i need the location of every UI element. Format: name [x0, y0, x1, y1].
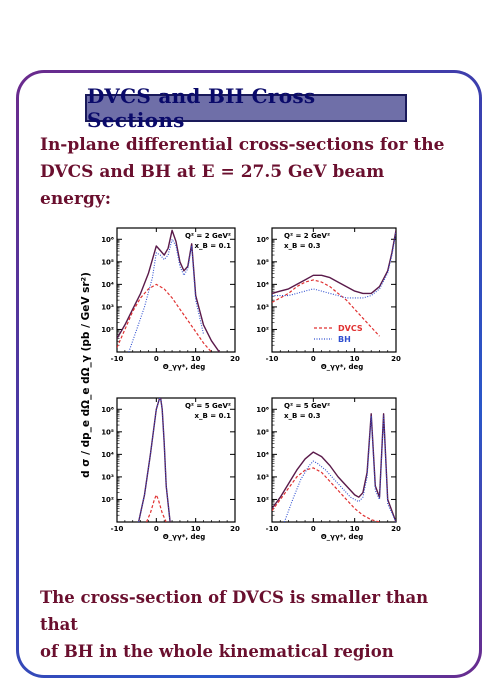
- y-tick-label: 10⁴: [256, 451, 269, 459]
- y-axis-label: d σ / dp_e dΩ_e dΩ_γ (pb / GeV sr²): [80, 272, 92, 478]
- series-line-bh: [272, 232, 396, 299]
- panel-annotation: Q² = 5 GeV²: [284, 402, 330, 410]
- x-tick-label: 10: [191, 355, 201, 363]
- x-tick-label: 10: [191, 525, 201, 533]
- series-line-total: [272, 230, 396, 295]
- y-tick-label: 10⁶: [256, 236, 269, 244]
- series-line-bh: [128, 238, 205, 352]
- y-tick-label: 10⁴: [256, 281, 269, 289]
- x-axis-label: Θ_γγ*, deg: [321, 533, 364, 541]
- y-tick-label: 10⁵: [101, 258, 114, 266]
- y-tick-label: 10³: [256, 473, 269, 481]
- y-tick-label: 10²: [256, 326, 269, 334]
- panel-annotation: Q² = 5 GeV²: [185, 402, 231, 410]
- panel-annotation: Q² = 2 GeV²: [185, 232, 231, 240]
- x-axis-label: Θ_γγ*, deg: [163, 533, 206, 541]
- y-tick-label: 10⁴: [101, 451, 114, 459]
- slide-frame: [19, 73, 479, 675]
- x-tick-label: 0: [154, 355, 159, 363]
- y-tick-label: 10³: [101, 473, 114, 481]
- panel-bottom-left: -10 0 10 20 Θ_γγ*, deg 10² 10³ 10⁴ 10⁵ 10⁶ Q² = 5 …: [101, 397, 240, 541]
- x-tick-label: -10: [111, 355, 124, 363]
- plot-frame: [116, 397, 236, 523]
- series-line-total: [137, 398, 171, 522]
- x-tick-label: 20: [391, 355, 401, 363]
- y-tick-label: 10²: [101, 326, 114, 334]
- series-line-dvcs: [117, 283, 212, 352]
- y-tick-label: 10²: [101, 496, 114, 504]
- x-axis-label: Θ_γγ*, deg: [163, 363, 206, 371]
- y-tick-label: 10⁶: [256, 406, 269, 414]
- footer-line-2: of BH in the whole kinematical region: [40, 642, 394, 661]
- x-tick-label: -10: [266, 355, 279, 363]
- subtitle-line-1: In-plane differential cross-sections for…: [40, 135, 445, 155]
- x-tick-label: 20: [230, 525, 240, 533]
- title-box: DVCS and BH Cross Sections: [85, 84, 407, 132]
- footer: The cross-section of DVCS is smaller tha…: [40, 584, 470, 665]
- series-line-dvcs: [145, 494, 167, 522]
- series-line-dvcs: [272, 467, 380, 522]
- plot-frame: [271, 397, 397, 523]
- y-tick-label: 10⁵: [256, 428, 269, 436]
- legend-label-bh: BH: [338, 335, 351, 344]
- series-line-total: [272, 413, 396, 522]
- y-tick-label: 10⁶: [101, 236, 114, 244]
- y-tick-label: 10⁵: [256, 258, 269, 266]
- legend-label-dvcs: DVCS: [338, 324, 363, 333]
- panel-annotation: x_B = 0.1: [195, 242, 232, 250]
- x-tick-label: 20: [391, 525, 401, 533]
- panel-annotation: x_B = 0.3: [284, 412, 321, 420]
- y-tick-label: 10²: [256, 496, 269, 504]
- y-tick-label: 10⁶: [101, 406, 114, 414]
- panel-annotation: x_B = 0.1: [195, 412, 232, 420]
- x-tick-label: 10: [350, 355, 360, 363]
- x-tick-label: 0: [154, 525, 159, 533]
- x-tick-label: -10: [111, 525, 124, 533]
- x-tick-label: 10: [350, 525, 360, 533]
- panel-bottom-right: -10 0 10 20 Θ_γγ*, deg 10² 10³ 10⁴ 10⁵ 10⁶ Q² = 5 …: [256, 397, 401, 541]
- panel-top-right: -10 0 10 20 Θ_γγ*, deg 10² 10³ 10⁴ 10⁵ 10⁶ Q² = 2 …: [256, 227, 401, 371]
- y-tick-label: 10⁵: [101, 428, 114, 436]
- slide-title: DVCS and BH Cross Sections: [87, 84, 316, 132]
- plot-frame: [271, 227, 397, 353]
- panel-annotation: Q² = 2 GeV²: [284, 232, 330, 240]
- y-tick-label: 10⁴: [101, 281, 114, 289]
- y-tick-label: 10³: [101, 303, 114, 311]
- panel-top-left: -10 0 10 20 Θ_γγ*, deg 10² 10³ 10⁴ 10⁵ 10⁶ Q² = 2 …: [101, 227, 240, 371]
- subtitle: In-plane differential cross-sections for…: [40, 132, 460, 213]
- x-tick-label: 20: [230, 355, 240, 363]
- x-tick-label: 0: [311, 525, 316, 533]
- footer-line-1: The cross-section of DVCS is smaller tha…: [40, 588, 429, 634]
- series-line-dvcs: [272, 279, 380, 337]
- panel-annotation: x_B = 0.3: [284, 242, 321, 250]
- x-tick-label: -10: [266, 525, 279, 533]
- x-tick-label: 0: [311, 355, 316, 363]
- series-line-bh: [283, 415, 396, 522]
- series-line-total: [117, 229, 220, 352]
- y-tick-label: 10³: [256, 303, 269, 311]
- x-axis-label: Θ_γγ*, deg: [321, 363, 364, 371]
- subtitle-line-2: DVCS and BH at E = 27.5 GeV beam energy:: [40, 162, 385, 209]
- plot-frame: [116, 227, 236, 353]
